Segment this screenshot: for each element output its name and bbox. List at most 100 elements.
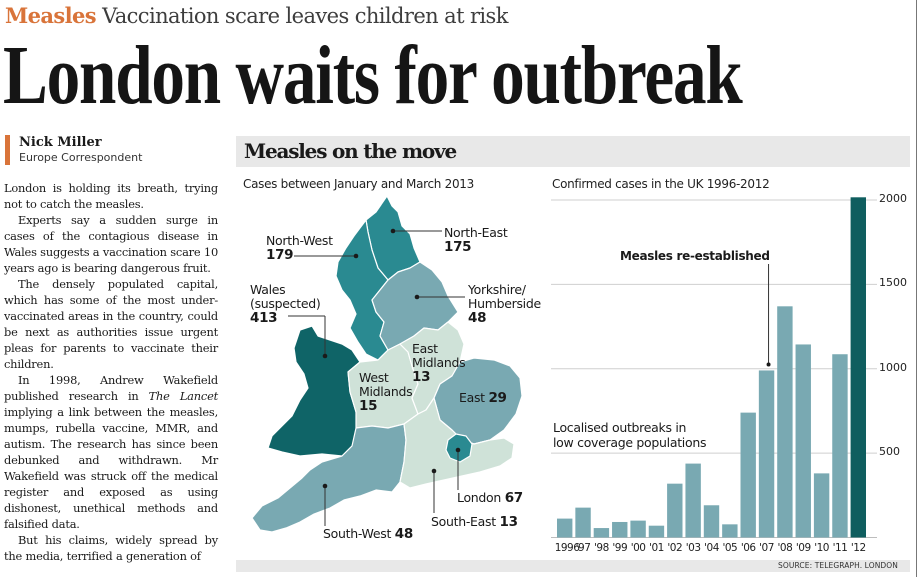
- article-paragraph: London is holding its breath, trying not…: [4, 181, 218, 211]
- x-tick-label: '01: [649, 542, 664, 554]
- bar-02: [667, 483, 683, 538]
- x-tick-label: '99: [612, 542, 628, 554]
- article-paragraph: In 1998, Andrew Wakefield published rese…: [4, 372, 218, 532]
- label-east: East 29: [459, 390, 507, 406]
- x-tick-label: '02: [667, 542, 683, 554]
- headline: London waits for outbreak: [3, 29, 743, 122]
- map-dot: [322, 353, 328, 359]
- bar-09: [795, 344, 811, 538]
- x-tick-label: '03: [685, 542, 701, 554]
- x-tick-label: '00: [630, 542, 646, 554]
- source-credit: SOURCE: TELEGRAPH. LONDON: [778, 561, 898, 570]
- x-tick-label: '07: [759, 542, 774, 554]
- map-dot: [455, 447, 461, 453]
- article-text: implying a link between the measles, mum…: [4, 405, 218, 531]
- label-north-west: North-West 179: [266, 233, 333, 263]
- region-value: 67: [504, 490, 523, 506]
- map-dot: [353, 253, 359, 259]
- y-tick-label: 2000: [879, 192, 907, 205]
- y-tick-label: 500: [879, 445, 900, 459]
- bar-10: [813, 473, 830, 538]
- x-tick-label: 1996: [554, 542, 580, 554]
- region-value: 15: [359, 398, 378, 414]
- bar-01: [648, 525, 665, 538]
- label-south-east: South-East 13: [431, 514, 518, 530]
- label-east-midlands: East Midlands 13: [412, 341, 466, 385]
- map-dot: [322, 483, 328, 489]
- region-value: 29: [488, 390, 507, 406]
- bar-07: [758, 370, 775, 538]
- region-name: West: [359, 370, 389, 385]
- bar-11: [832, 354, 848, 538]
- kicker: Measles Vaccination scare leaves childre…: [5, 3, 508, 28]
- bar-03: [685, 463, 701, 538]
- region-name: London: [457, 490, 502, 505]
- map-dot: [390, 228, 396, 234]
- bar-00: [630, 520, 646, 538]
- region-name: Yorkshire/: [468, 282, 526, 297]
- region-value: 175: [444, 239, 472, 255]
- publication-name: The Lancet: [148, 389, 219, 403]
- region-name: Midlands: [359, 384, 413, 399]
- kicker-tag: Measles: [5, 3, 97, 28]
- x-tick-label: '11: [832, 542, 848, 554]
- kicker-text: Vaccination scare leaves children at ris…: [102, 4, 508, 28]
- y-tick-label: 1000: [879, 360, 907, 374]
- byline: Nick Miller Europe Correspondent: [5, 135, 142, 165]
- annotation-reestablished: Measles re-established: [620, 249, 770, 263]
- source-bar: SOURCE: TELEGRAPH. LONDON: [236, 560, 910, 572]
- x-tick-label: '05: [722, 542, 738, 554]
- x-tick-label: '97: [575, 542, 591, 554]
- x-tick-label: '98: [594, 542, 609, 554]
- author-name: Nick Miller: [19, 135, 102, 150]
- region-name: South-East: [431, 514, 496, 529]
- article-paragraph: But his claims, widely spread by the med…: [4, 533, 218, 563]
- region-value: 13: [499, 514, 518, 530]
- x-tick-label: '04: [704, 542, 719, 554]
- graphic-title: Measles on the move: [244, 139, 457, 163]
- region-name: Humberside: [468, 296, 541, 311]
- x-tick-label: '09: [795, 542, 811, 554]
- region-value: 179: [266, 247, 294, 263]
- article-paragraph: The densely populated capital, which has…: [4, 277, 218, 371]
- label-wales: Wales (suspected) 413: [250, 282, 321, 326]
- graphic-header: Measles on the move: [236, 136, 910, 167]
- region-qualifier: (suspected): [250, 296, 321, 311]
- region-value: 13: [412, 369, 431, 385]
- region-name: Midlands: [412, 355, 466, 370]
- bar-05: [722, 524, 738, 538]
- label-west-midlands: West Midlands 15: [359, 370, 413, 414]
- region-value: 48: [394, 526, 413, 542]
- bar-97: [575, 507, 591, 538]
- bar-06: [740, 412, 756, 538]
- bar-1996: [557, 518, 573, 538]
- label-south-west: South-West 48: [323, 526, 413, 542]
- map-dot: [414, 294, 420, 300]
- article-text: In 1998, Andrew Wakefield published rese…: [4, 373, 218, 403]
- label-north-east: North-East 175: [444, 226, 508, 255]
- x-tick-label: '08: [777, 542, 793, 554]
- region-name: Wales: [250, 282, 286, 297]
- label-yorkshire: Yorkshire/ Humberside 48: [468, 282, 541, 326]
- x-tick-label: '06: [740, 542, 756, 554]
- region-name: South-West: [323, 526, 392, 541]
- bar-98: [593, 528, 610, 538]
- annotation-localised-line2: low coverage populations: [553, 435, 707, 450]
- article-paragraph: Experts say a sudden surge in cases of t…: [4, 213, 218, 275]
- map-region-wales: [267, 325, 361, 457]
- region-value: 48: [468, 310, 487, 326]
- region-name: East: [459, 390, 485, 405]
- map-dot: [431, 468, 437, 474]
- label-london: London 67: [457, 490, 523, 506]
- bar-04: [703, 505, 720, 538]
- annotation-localised-line1: Localised outbreaks in: [553, 420, 687, 435]
- bar-12: [850, 197, 866, 538]
- region-value: 413: [250, 310, 278, 326]
- region-name: East: [412, 341, 438, 356]
- bar-08: [777, 306, 793, 538]
- bar-99: [612, 521, 628, 538]
- map-title: Cases between January and March 2013: [243, 177, 474, 191]
- region-name: North-West: [266, 233, 333, 248]
